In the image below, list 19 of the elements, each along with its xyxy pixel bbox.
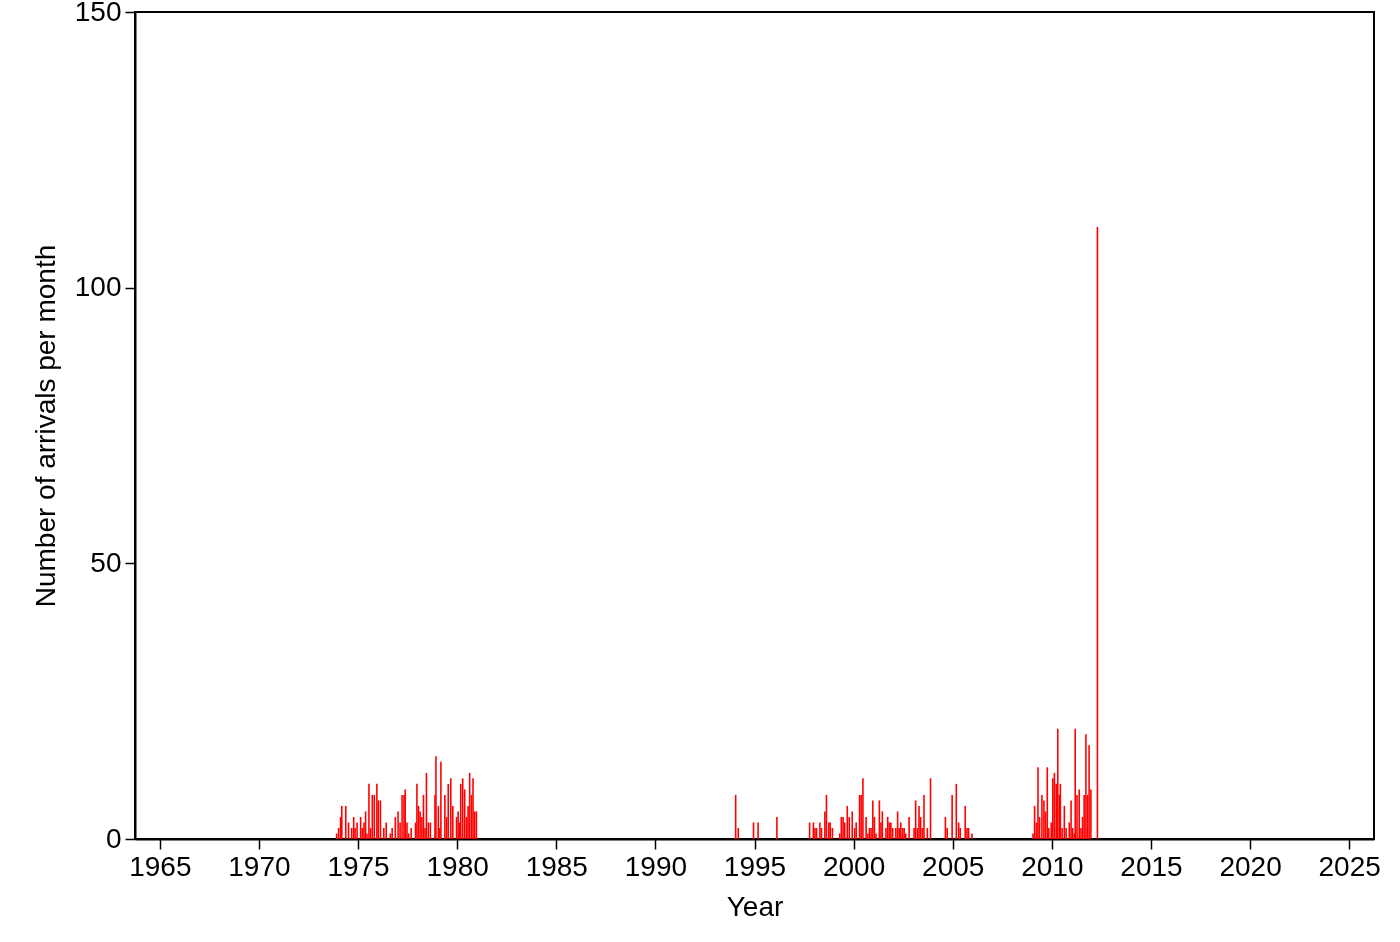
y-tick-label: 150 bbox=[74, 0, 122, 27]
x-tick-label: 2020 bbox=[1219, 850, 1282, 882]
x-tick-label: 1965 bbox=[129, 850, 192, 882]
x-tick-label: 2010 bbox=[1021, 850, 1084, 882]
x-tick-label: 1985 bbox=[525, 850, 588, 882]
y-tick-label: 100 bbox=[74, 271, 122, 303]
x-tick-label: 1980 bbox=[426, 850, 489, 882]
x-tick-label: 2025 bbox=[1318, 850, 1381, 882]
x-tick-label: 2005 bbox=[922, 850, 985, 882]
x-tick-label: 2015 bbox=[1120, 850, 1183, 882]
x-tick-label: 1975 bbox=[327, 850, 390, 882]
y-axis-title: Number of arrivals per month bbox=[29, 244, 61, 608]
x-tick-label: 1990 bbox=[624, 850, 688, 882]
x-tick-label: 2000 bbox=[822, 850, 886, 882]
y-tick-label: 0 bbox=[105, 822, 122, 854]
x-tick-label: 1970 bbox=[228, 850, 291, 882]
x-axis-title: Year bbox=[726, 890, 784, 922]
y-tick-label: 50 bbox=[90, 546, 122, 578]
x-tick-label: 1995 bbox=[723, 850, 787, 882]
